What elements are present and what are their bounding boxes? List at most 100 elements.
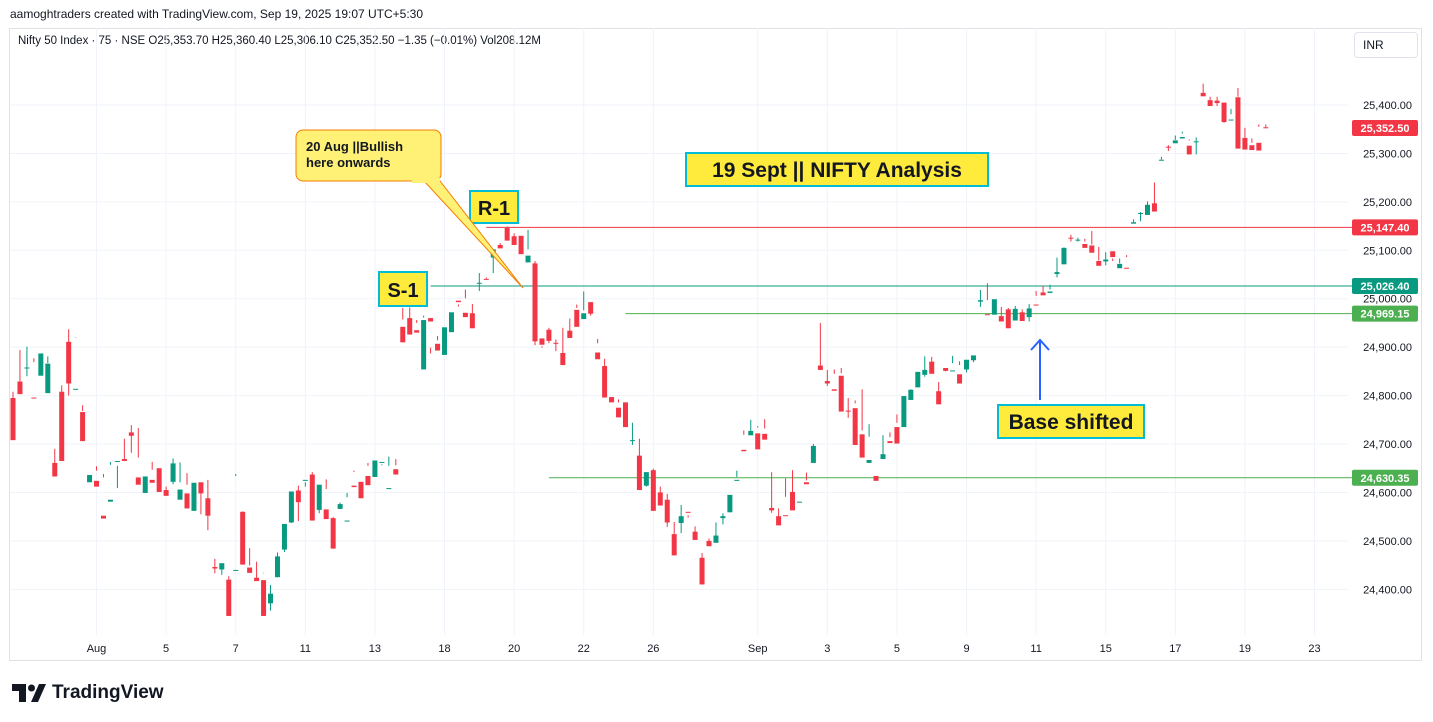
x-tick-label: 5 — [163, 643, 169, 655]
candle — [1249, 138, 1255, 151]
candle-body — [455, 300, 461, 303]
candle — [80, 405, 86, 442]
candle — [873, 475, 879, 481]
candle-body — [386, 488, 392, 490]
candle — [1054, 257, 1060, 278]
candle — [636, 438, 642, 491]
last-price-text: 25,352.50 — [1361, 123, 1410, 135]
callout-annotation[interactable]: 20 Aug ||Bullish here onwards — [295, 129, 524, 289]
candle — [135, 428, 141, 485]
candle — [984, 283, 990, 316]
currency-button[interactable]: INR — [1354, 32, 1418, 58]
candle — [1110, 251, 1116, 261]
candle-body — [769, 507, 775, 511]
candle-body — [351, 485, 357, 488]
level-tag-base — [1352, 305, 1418, 322]
candle-body — [1026, 308, 1032, 318]
candle — [114, 460, 120, 489]
candle-body — [650, 470, 656, 511]
candle — [831, 369, 837, 391]
candle-body — [692, 531, 698, 540]
candle-body — [636, 455, 642, 491]
candle — [31, 358, 37, 399]
candle-body — [1124, 267, 1130, 269]
candle — [1047, 284, 1053, 293]
candle — [17, 350, 23, 395]
candle-body — [400, 326, 406, 343]
candle-body — [10, 398, 16, 441]
candle-body — [170, 463, 176, 482]
level-lines: 25,147.40 25,026.40 24,969.15 24,630.35 25,3… — [430, 120, 1418, 486]
candle-body — [706, 540, 712, 547]
tradingview-brand[interactable]: TradingView — [12, 682, 164, 704]
candle-body — [295, 490, 301, 503]
candle — [233, 474, 239, 571]
candle — [880, 435, 886, 460]
candle-body — [1019, 312, 1025, 322]
candle — [94, 466, 100, 487]
candle-body — [107, 499, 113, 502]
tradingview-logo-icon — [12, 684, 46, 702]
candle-body — [393, 469, 399, 475]
candle — [790, 470, 796, 511]
candle-body — [713, 535, 719, 543]
candle-body — [970, 355, 976, 361]
candle-body — [824, 381, 830, 384]
candle — [539, 338, 545, 348]
candle — [442, 327, 448, 355]
title-annotation[interactable]: 19 Sept || NIFTY Analysis — [685, 152, 989, 187]
time-axis: Aug 5 7 11 13 18 20 22 26 Sep 3 5 9 11 15 17 19 23 — [87, 643, 1321, 655]
candle-body — [442, 327, 448, 355]
candle-body — [156, 468, 162, 492]
candle — [796, 501, 802, 503]
candle-body — [205, 498, 211, 516]
candle-body — [803, 482, 809, 485]
candle-body — [94, 480, 100, 487]
candle-body — [80, 412, 86, 442]
candle-body — [671, 534, 677, 556]
x-tick-label: 5 — [894, 643, 900, 655]
r1-annotation[interactable]: R-1 — [469, 190, 519, 224]
x-tick-label: 19 — [1239, 643, 1251, 655]
candle — [1228, 108, 1234, 121]
x-tick-label: 26 — [647, 643, 659, 655]
candle — [720, 513, 726, 525]
brand-name: TradingView — [52, 682, 164, 703]
s1-annotation[interactable]: S-1 — [378, 271, 428, 307]
candle-body — [302, 479, 308, 481]
candle-body — [163, 490, 169, 496]
y-tick-label: 25,200.00 — [1363, 197, 1412, 209]
candle-body — [602, 366, 608, 398]
candle-body — [741, 449, 747, 452]
candle — [87, 475, 93, 483]
x-tick-label: Sep — [748, 643, 768, 655]
candle-body — [622, 402, 628, 428]
level-tag-text: 24,630.35 — [1361, 473, 1410, 485]
candle — [998, 306, 1004, 322]
candle — [936, 382, 942, 405]
candle — [1172, 135, 1178, 144]
candle-body — [1040, 292, 1046, 296]
candle-body — [1068, 237, 1074, 239]
candle — [483, 277, 489, 280]
candle-body — [261, 580, 267, 616]
candle-body — [1110, 251, 1116, 258]
candle-body — [991, 299, 997, 315]
candle-body — [476, 282, 482, 284]
candle — [100, 474, 106, 519]
base-shifted-annotation[interactable]: Base shifted — [997, 338, 1145, 439]
y-tick-label: 25,300.00 — [1363, 148, 1412, 160]
x-tick-label: 7 — [233, 643, 239, 655]
y-tick-label: 24,700.00 — [1363, 439, 1412, 451]
candle-body — [1172, 140, 1178, 144]
candle-body — [685, 511, 691, 513]
candle — [52, 448, 58, 477]
candle — [1040, 285, 1046, 296]
candle — [852, 400, 858, 445]
candle-body — [929, 361, 935, 374]
candle — [476, 273, 482, 291]
candle-body — [964, 359, 970, 370]
candle-body — [52, 462, 58, 477]
candle — [316, 484, 322, 514]
